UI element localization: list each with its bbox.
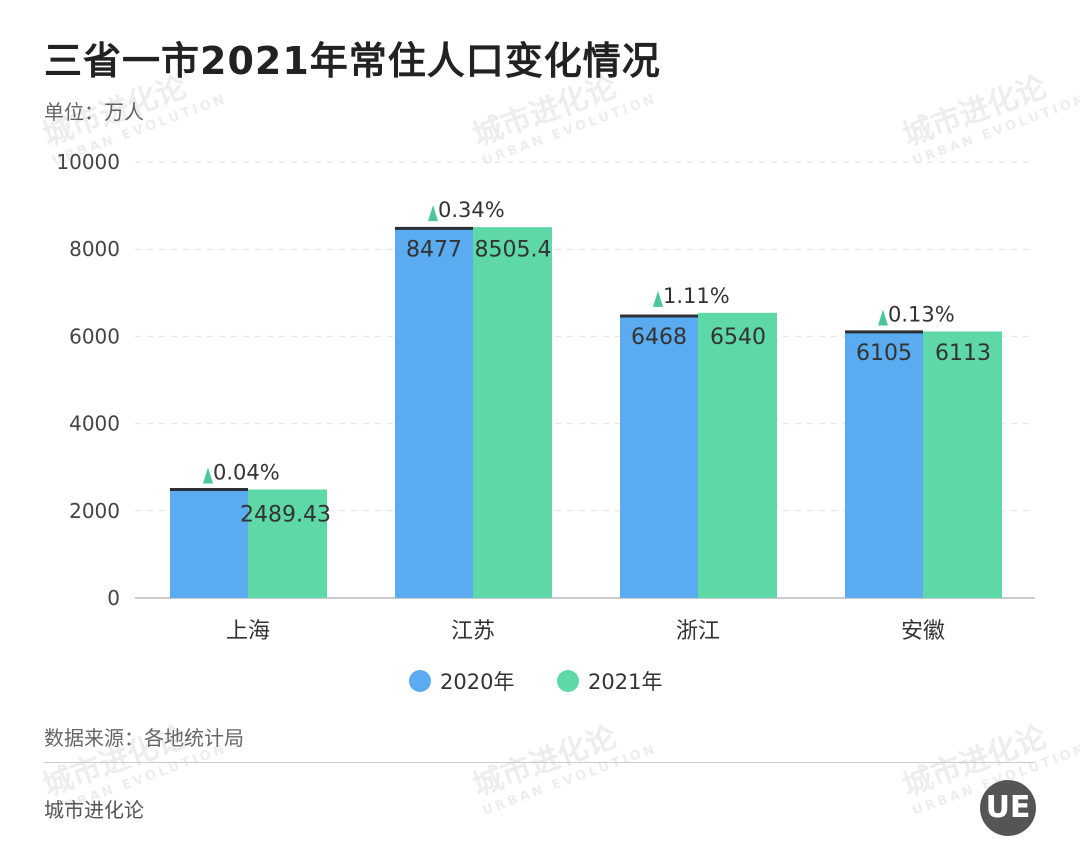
- growth-label: 0.04%: [213, 460, 280, 484]
- legend-marker: [409, 670, 431, 692]
- value-label-2020: 6105: [856, 341, 912, 366]
- category-label: 浙江: [676, 619, 720, 644]
- bar-2020: [845, 331, 923, 598]
- value-label-2020: 8477: [406, 237, 462, 262]
- data-source: 数据来源：各地统计局: [44, 726, 244, 750]
- legend-marker: [557, 670, 579, 692]
- y-tick-label: 4000: [69, 412, 120, 436]
- category-label: 上海: [226, 619, 270, 644]
- divider: [44, 762, 1034, 763]
- growth-label: 0.13%: [888, 302, 955, 326]
- y-tick-label: 0: [107, 586, 120, 610]
- unit-label: 单位：万人: [44, 100, 144, 124]
- chart-title: 三省一市2021年常住人口变化情况: [44, 39, 661, 83]
- growth-label: 0.34%: [438, 198, 505, 222]
- value-label-2021: 2489.43: [240, 502, 331, 527]
- value-label-2020: 6468: [631, 325, 687, 350]
- growth-up-marker: [428, 205, 438, 222]
- value-label-2021: 6540: [710, 325, 766, 350]
- bar-2021: [473, 227, 552, 599]
- value-label-2021: 6113: [935, 341, 991, 366]
- growth-label: 1.11%: [663, 284, 730, 308]
- growth-up-marker: [203, 467, 213, 484]
- category-label: 安徽: [901, 619, 945, 644]
- bar-2021: [698, 312, 777, 598]
- bar-2021: [923, 331, 1002, 598]
- brand-logo: UE: [980, 780, 1036, 836]
- brand-name: 城市进化论: [44, 798, 144, 822]
- bar-2021: [248, 489, 327, 598]
- bar-2020: [395, 228, 473, 598]
- value-label-2021: 8505.4: [475, 237, 552, 262]
- growth-up-marker: [653, 290, 663, 307]
- y-tick-label: 10000: [56, 150, 120, 174]
- legend-label: 2020年: [440, 670, 514, 694]
- legend-label: 2021年: [588, 670, 662, 694]
- y-tick-label: 8000: [69, 237, 120, 261]
- y-tick-label: 2000: [69, 499, 120, 523]
- y-tick-label: 6000: [69, 324, 120, 348]
- growth-up-marker: [878, 309, 888, 326]
- bar-2020: [170, 489, 248, 598]
- category-label: 江苏: [451, 619, 495, 644]
- bar-2020: [620, 315, 698, 598]
